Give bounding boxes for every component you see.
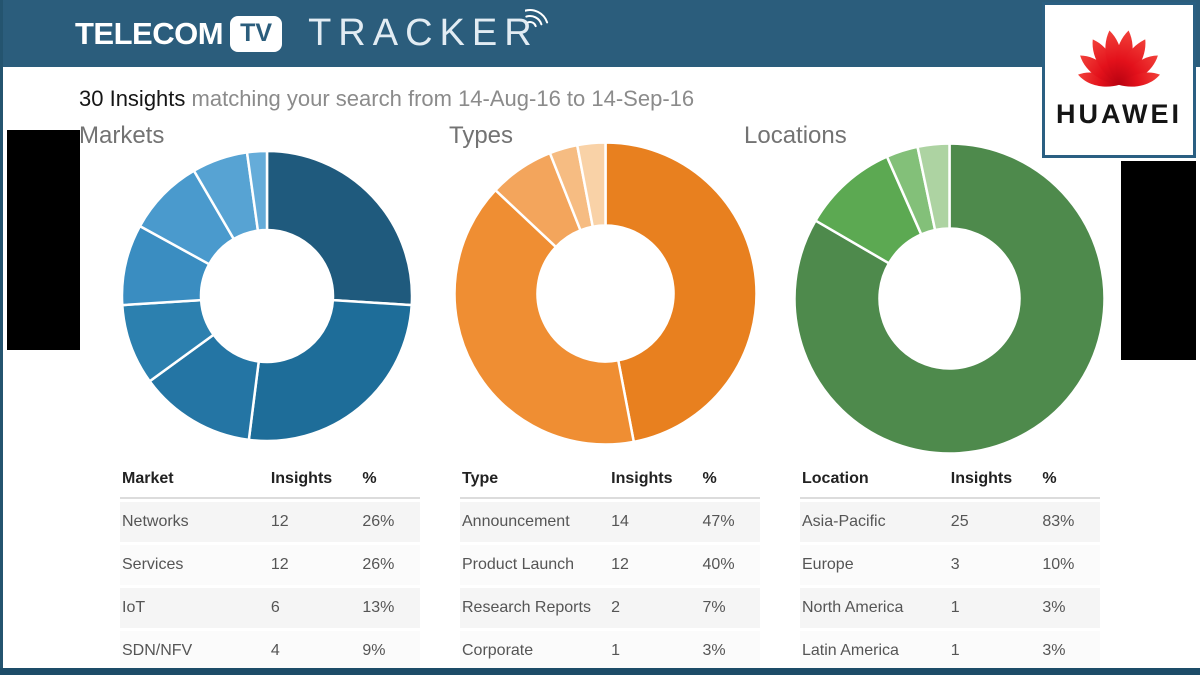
summary-text: matching your search from 14-Aug-16 to 1…	[185, 86, 695, 111]
markets-chart-title: Markets	[79, 122, 165, 149]
table-cell: 10%	[1042, 556, 1075, 573]
column-header: Insights	[270, 465, 363, 499]
column-header: %	[702, 465, 760, 499]
table-cell: 83%	[1042, 513, 1075, 530]
table-cell: 12	[611, 556, 629, 573]
table-cell: Corporate	[462, 642, 534, 659]
insight-count: 30 Insights	[79, 86, 186, 111]
locations-table: Location Insights % Asia-Pacific 25 83% Eur…	[800, 462, 1100, 674]
table-row[interactable]: Corporate 1 3%	[460, 631, 760, 671]
table-row[interactable]: Research Reports 2 7%	[460, 588, 760, 628]
donut-slice-services[interactable]	[247, 298, 413, 443]
table-cell: SDN/NFV	[122, 642, 193, 659]
table-cell: 9%	[362, 642, 386, 659]
logo-telecom-text: TELECOM	[75, 15, 224, 51]
table-row[interactable]: North America 1 3%	[800, 588, 1100, 628]
table-cell: 14	[611, 513, 629, 530]
table-cell: 3%	[702, 642, 726, 659]
donut-slice-networks[interactable]	[265, 149, 414, 307]
table-row[interactable]: Product Launch 12 40%	[460, 545, 760, 585]
table-cell: 3%	[1042, 642, 1066, 659]
donut-slice-other-d-table-truncated-[interactable]	[245, 149, 269, 232]
huawei-flower-icon	[1078, 30, 1160, 87]
signal-waves-icon	[524, 8, 548, 27]
table-header-row: Location Insights %	[800, 465, 1100, 499]
telecomtv-logo[interactable]: TELECOM TV TRACKER	[75, 0, 569, 67]
huawei-logo-badge: HUAWEI	[1042, 2, 1196, 158]
donut-slice-product-launch[interactable]	[453, 188, 636, 446]
table-row[interactable]: IoT 6 13%	[120, 588, 420, 628]
table-cell: Research Reports	[462, 599, 591, 616]
table-cell: 1	[950, 642, 960, 659]
search-summary: 30 Insights matching your search from 14…	[79, 86, 694, 112]
table-cell: 2	[611, 599, 621, 616]
table-cell: 7%	[702, 599, 726, 616]
table-cell: 25	[950, 513, 969, 530]
table-cell: 13%	[362, 599, 395, 616]
table-row[interactable]: Announcement 14 47%	[460, 502, 760, 542]
redaction-box-left	[7, 130, 80, 350]
table-header-row: Market Insights %	[120, 465, 420, 499]
table-cell: 1	[611, 642, 621, 659]
table-cell: Asia-Pacific	[802, 513, 886, 530]
table-header-row: Type Insights %	[460, 465, 760, 499]
markets-table: Market Insights % Networks 12 26% Services 1…	[120, 462, 420, 674]
app-header: TELECOM TV TRACKER	[0, 0, 1200, 67]
donut-slice-announcement[interactable]	[604, 141, 758, 444]
table-cell: 3%	[1042, 599, 1066, 616]
logo-tracker-text: TRACKER	[308, 12, 539, 54]
column-header: %	[362, 465, 420, 499]
donut-slice-other-table-truncated-[interactable]	[575, 141, 607, 228]
page-left-border	[0, 0, 3, 675]
table-cell: Europe	[802, 556, 854, 573]
table-cell: 6	[270, 599, 280, 616]
table-cell: Services	[122, 556, 184, 573]
logo-tv-badge: TV	[230, 15, 283, 52]
table-cell: 40%	[702, 556, 735, 573]
donut-slice-latin-america[interactable]	[916, 142, 951, 232]
types-donut-chart	[453, 141, 758, 446]
column-header: Insights	[950, 465, 1043, 499]
table-cell: Networks	[122, 513, 189, 530]
page-bottom-border	[0, 668, 1200, 675]
column-header: Market	[120, 465, 271, 499]
table-cell: 47%	[702, 513, 735, 530]
table-cell: Announcement	[462, 513, 570, 530]
table-row[interactable]: Services 12 26%	[120, 545, 420, 585]
huawei-brand-text: HUAWEI	[1056, 99, 1182, 129]
table-row[interactable]: Europe 3 10%	[800, 545, 1100, 585]
table-cell: Product Launch	[462, 556, 575, 573]
locations-donut-chart	[793, 142, 1106, 455]
types-table: Type Insights % Announcement 14 47% Product…	[460, 462, 760, 674]
table-cell: 4	[270, 642, 280, 659]
table-cell: 1	[950, 599, 960, 616]
markets-donut-chart	[120, 149, 414, 443]
table-cell: North America	[802, 599, 904, 616]
table-cell: 26%	[362, 513, 395, 530]
table-cell: IoT	[122, 599, 146, 616]
table-row[interactable]: Latin America 1 3%	[800, 631, 1100, 671]
locations-chart-title: Locations	[744, 122, 847, 149]
table-row[interactable]: Networks 12 26%	[120, 502, 420, 542]
table-cell: 26%	[362, 556, 395, 573]
column-header: Type	[460, 465, 612, 499]
column-header: Location	[800, 465, 951, 499]
column-header: Insights	[611, 465, 703, 499]
column-header: %	[1042, 465, 1100, 499]
table-cell: 12	[270, 556, 289, 573]
table-cell: 12	[270, 513, 289, 530]
types-chart-title: Types	[449, 122, 514, 149]
table-row[interactable]: Asia-Pacific 25 83%	[800, 502, 1100, 542]
table-cell: 3	[950, 556, 960, 573]
table-row[interactable]: SDN/NFV 4 9%	[120, 631, 420, 671]
redaction-box-right	[1121, 161, 1196, 360]
donut-slice-asia-pacific[interactable]	[793, 142, 1106, 455]
table-cell: Latin America	[802, 642, 899, 659]
